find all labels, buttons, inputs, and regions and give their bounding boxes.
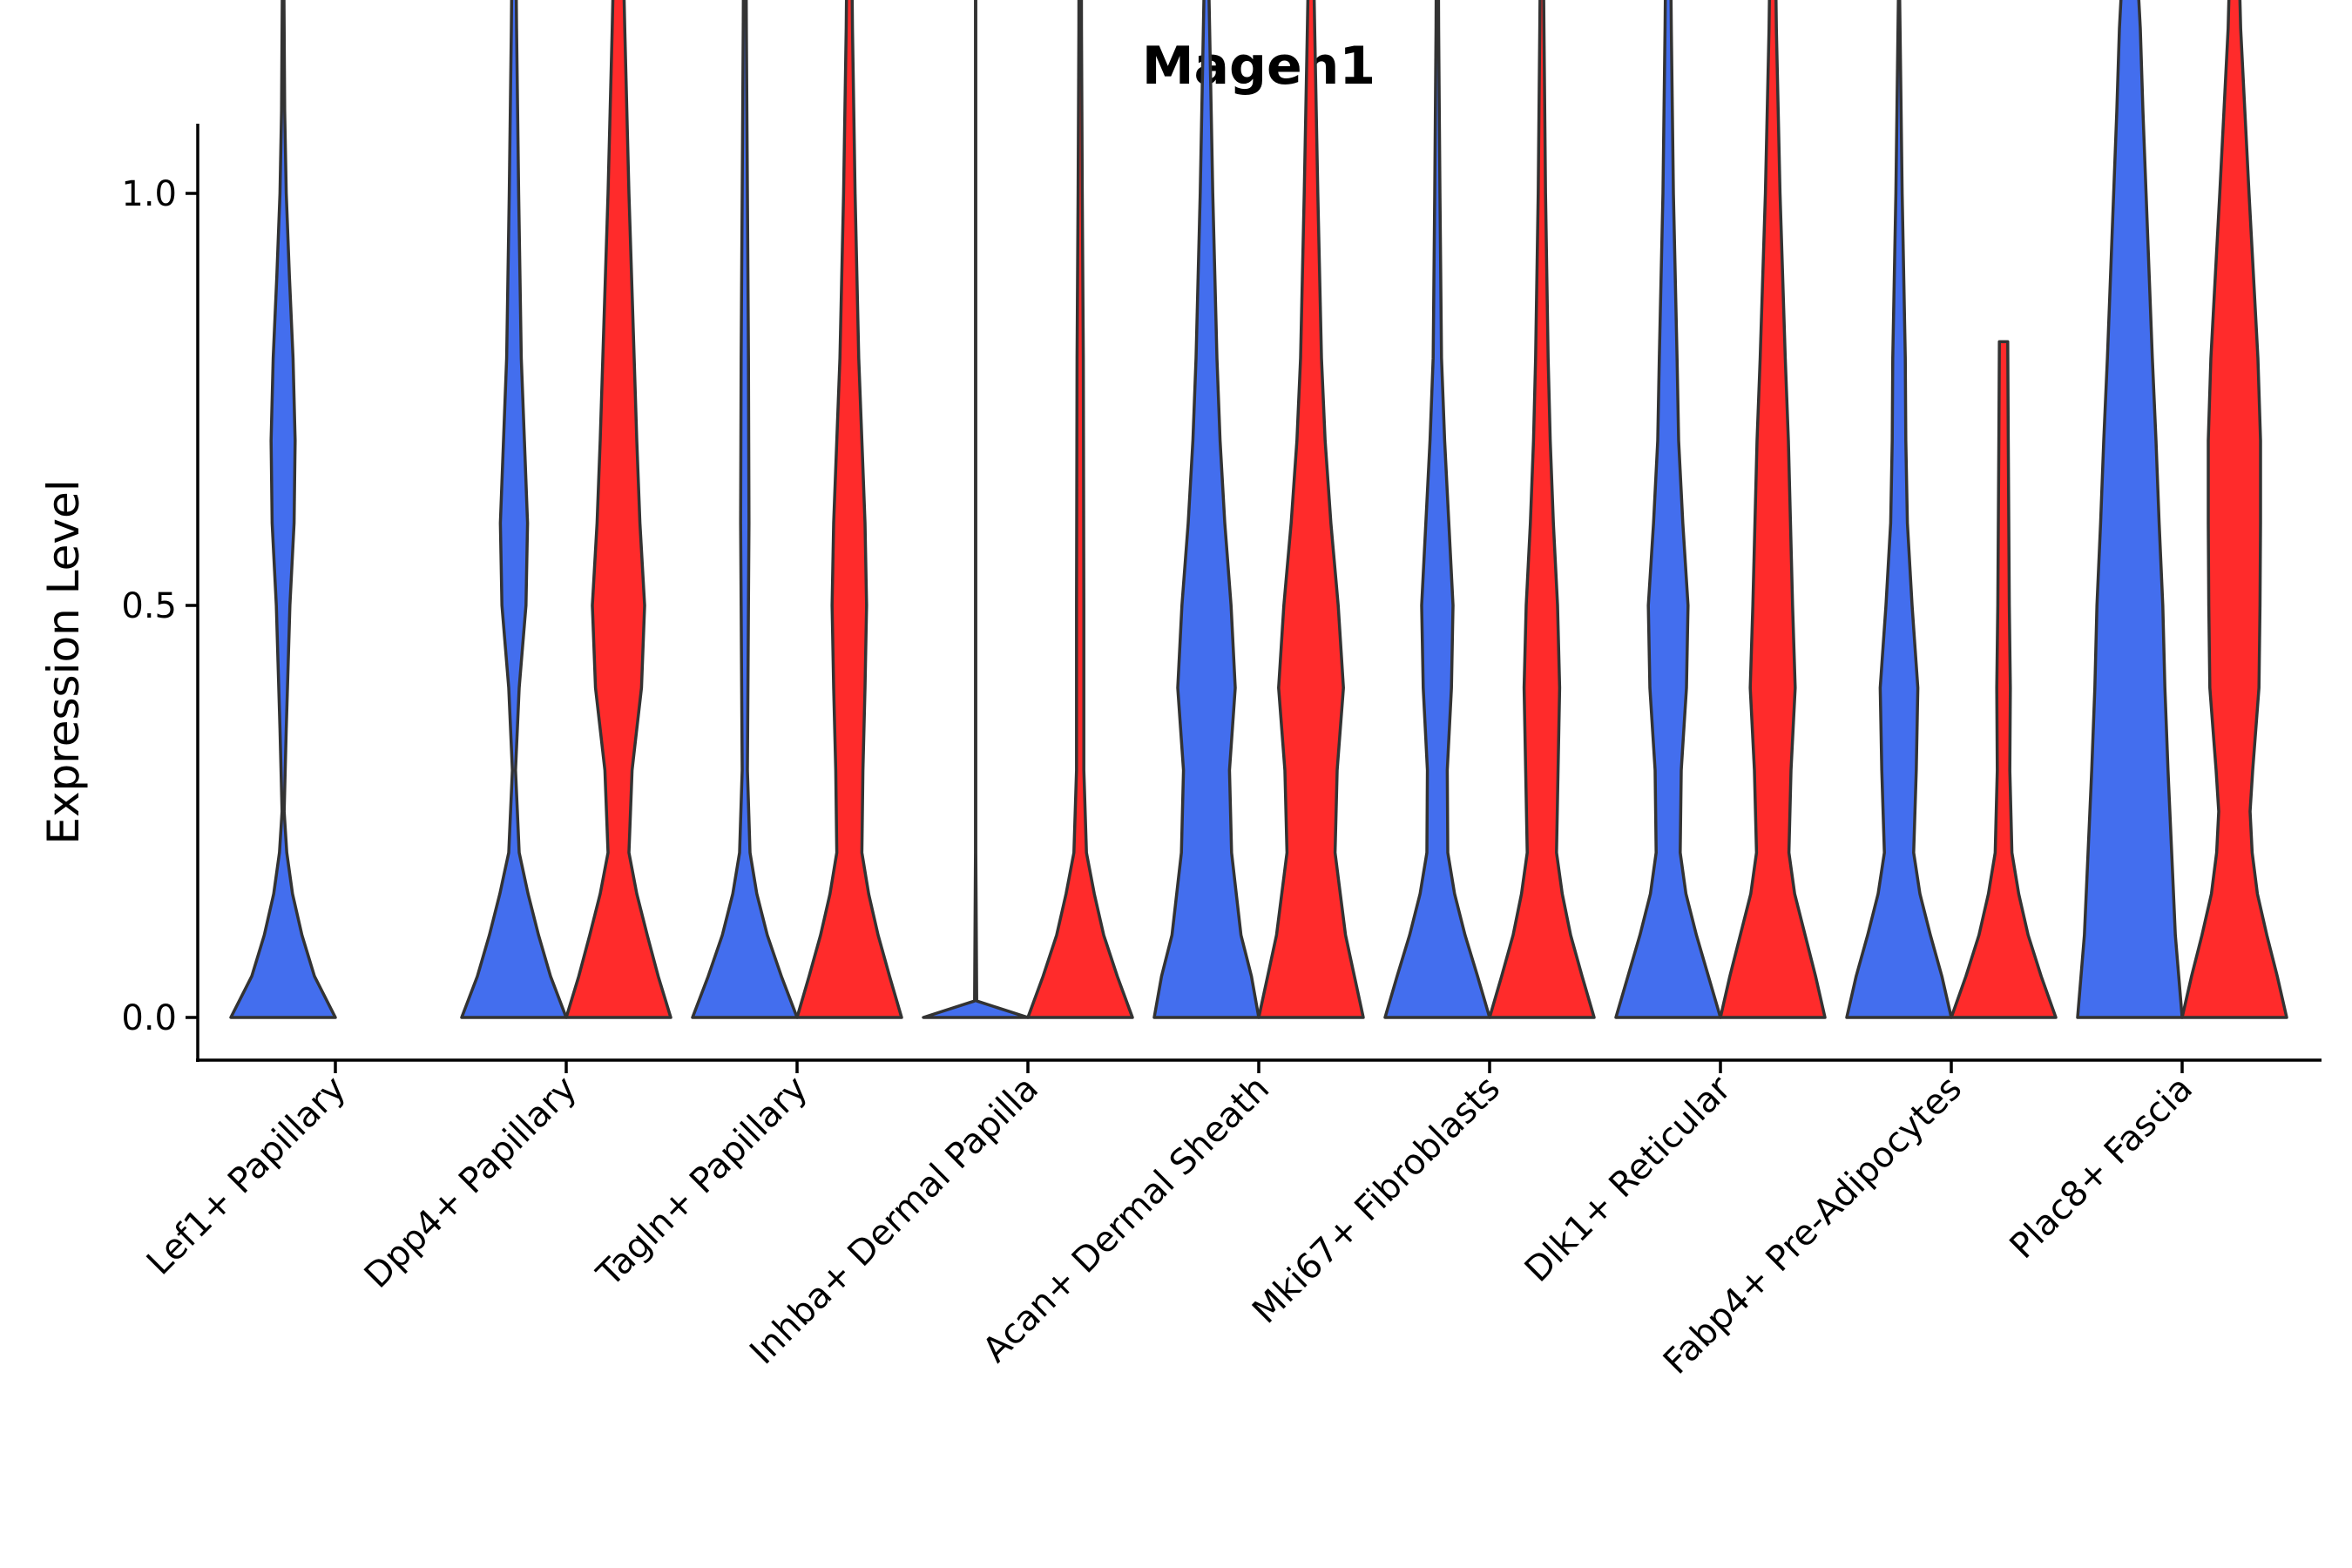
chart-title: Mageh1	[1142, 36, 1375, 97]
x-tick-label-lef1-papillary: Lef1+ Papillary	[139, 1069, 354, 1283]
violin-inhba-dermal-papilla-group2	[1026, 0, 1134, 1019]
violin-fabp4-pre-adipocytes-group1	[1845, 0, 1953, 1019]
violin-dlk1-reticular-group1	[1614, 0, 1722, 1019]
y-axis-label: Expression Level	[38, 479, 89, 844]
violin-dlk1-reticular-group2	[1719, 0, 1827, 1019]
violin-plac8-fascia-group2	[2180, 0, 2288, 1019]
y-tick-label: 0.5	[121, 586, 177, 626]
violin-lef1-papillary-group1	[229, 0, 337, 1019]
violin-tagln-papillary-group2	[795, 0, 903, 1019]
x-tick-label-mki67-fibroblasts: Mki67+ Fibroblasts	[1245, 1069, 1508, 1332]
violin-tagln-papillary-group1	[691, 0, 799, 1019]
violin-fabp4-pre-adipocytes-group2	[1950, 340, 2058, 1019]
x-tick-label-plac8-fascia: Plac8+ Fascia	[2003, 1069, 2201, 1267]
y-tick-label: 1.0	[121, 174, 177, 214]
violin-dpp4-papillary-group2	[564, 0, 672, 1019]
x-ticks: Lef1+ Papillary Dpp4+ Papillary Tagln+ Pap…	[139, 1060, 2200, 1382]
violin-mki67-fibroblasts-group1	[1383, 0, 1491, 1019]
y-ticks: 0.00.51.01.52.0	[121, 174, 198, 1038]
y-tick-label: 0.0	[121, 998, 177, 1038]
x-tick-label-dlk1-reticular: Dlk1+ Reticular	[1517, 1068, 1740, 1290]
violin-acan-dermal-sheath-group1	[1152, 0, 1260, 1019]
x-tick-label-dpp4-papillary: Dpp4+ Papillary	[357, 1069, 585, 1296]
violin-mki67-fibroblasts-group2	[1488, 0, 1596, 1019]
violin-acan-dermal-sheath-group2	[1257, 0, 1365, 1019]
violin-plac8-fascia-group1	[2076, 0, 2184, 1019]
x-tick-label-tagln-papillary: Tagln+ Papillary	[589, 1069, 815, 1295]
violin-layer	[229, 0, 2288, 1019]
violin-inhba-dermal-papilla-group1	[922, 0, 1030, 1019]
violin-dpp4-papillary-group1	[460, 0, 568, 1019]
